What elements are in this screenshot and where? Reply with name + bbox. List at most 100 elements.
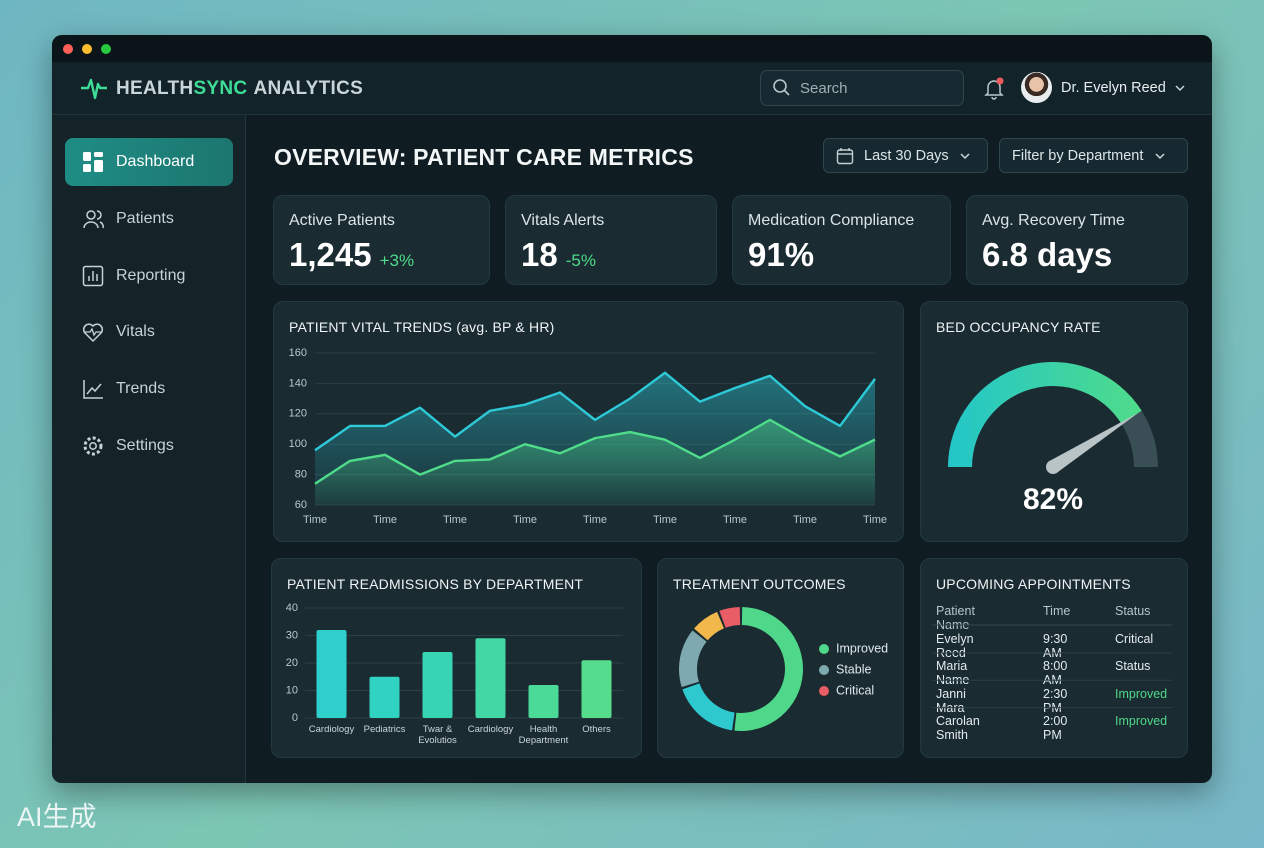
date-filter[interactable]: Last 30 Days (823, 138, 988, 173)
appointments-card: UPCOMING APPOINTMENTS (920, 558, 1188, 758)
bar (316, 630, 347, 718)
nav-label: Dashboard (116, 153, 195, 170)
kpi-label: Vitals Alerts (521, 212, 605, 229)
brand-part: ANALYTICS (253, 78, 364, 99)
filter-label: Filter by Department (1012, 147, 1144, 164)
gauge-hub (1046, 460, 1060, 474)
bar (581, 660, 612, 718)
gauge-needle (1049, 412, 1139, 473)
table-cell: Carolan Smith (936, 713, 980, 742)
header: HEALTHSYNC ANALYTICS Search Dr. Evelyn Re… (52, 62, 1212, 115)
table-cell: 2:30 PM (1043, 686, 1068, 715)
y-tick-label: 160 (289, 347, 307, 359)
logo (81, 78, 107, 100)
nav-label: Patients (116, 210, 174, 227)
legend-swatch (819, 686, 829, 696)
kpi-card: Avg. Recovery Time 6.8 days (966, 195, 1188, 285)
card-title: PATIENT VITAL TRENDS (avg. BP & HR) (289, 319, 555, 335)
kpi-value: 1,245 (289, 236, 372, 273)
x-tick-label: Time (513, 514, 537, 526)
avatar[interactable] (1021, 72, 1052, 103)
y-tick-label: 0 (292, 712, 298, 724)
nav-item[interactable]: Reporting (65, 252, 233, 300)
donut-segment (694, 611, 724, 641)
chevron (960, 152, 970, 159)
title-bar (52, 35, 1212, 62)
search-box[interactable]: Search (760, 70, 964, 106)
nav-label: Trends (116, 380, 166, 397)
gauge-value (948, 362, 1142, 467)
nav-icon (83, 210, 104, 229)
card-title: PATIENT READMISSIONS BY DEPARTMENT (287, 576, 584, 592)
x-tick-label: Time (583, 514, 607, 526)
y-tick-label: 140 (289, 377, 307, 389)
nav-label: Vitals (116, 323, 155, 340)
kpi-change: -5% (565, 251, 596, 270)
kpi-value: 6.8 days (982, 236, 1113, 273)
series-line (314, 418, 876, 485)
kpi-value: 91% (748, 236, 815, 273)
minimize-button[interactable] (82, 44, 92, 54)
page-title: OVERVIEW: PATIENT CARE METRICS (274, 144, 694, 170)
y-tick-label: 120 (289, 408, 307, 420)
nav-icon (82, 323, 104, 343)
close-button[interactable] (63, 44, 73, 54)
watermark: AI生成 (17, 802, 97, 832)
kpi-value: 18 (521, 236, 558, 273)
donut-segment (734, 607, 804, 732)
card-title: TREATMENT OUTCOMES (673, 576, 846, 592)
x-tick-label: Time (303, 514, 327, 526)
kpi-value-row: 1,245 +3% (289, 236, 414, 274)
y-tick-label: 30 (286, 629, 298, 641)
user-menu-chevron[interactable] (1174, 82, 1186, 94)
kpi-card: Medication Compliance 91% (732, 195, 951, 285)
notifications[interactable] (982, 76, 1006, 100)
nav-icon (82, 265, 104, 287)
legend-label: Improved (836, 641, 888, 655)
table-cell: Improved (1115, 686, 1168, 701)
y-tick-label: 40 (286, 602, 298, 614)
nav-item[interactable]: Vitals (65, 308, 233, 356)
kpi-label: Avg. Recovery Time (982, 212, 1125, 229)
x-tick-label: Time (793, 514, 817, 526)
brand: HEALTHSYNC ANALYTICS (116, 78, 363, 100)
maximize-button[interactable] (101, 44, 111, 54)
nav-item[interactable]: Dashboard (65, 138, 233, 186)
user-name[interactable]: Dr. Evelyn Reed (1061, 80, 1166, 96)
table-cell: Status (1115, 659, 1151, 674)
bar (422, 652, 453, 718)
kpi-value-row: 18 -5% (521, 236, 596, 274)
calendar-icon (836, 147, 854, 164)
legend-label: Stable (836, 662, 871, 676)
gauge-value-label: 82% (1023, 483, 1083, 516)
card-title: UPCOMING APPOINTMENTS (936, 576, 1131, 592)
x-tick-label: Cardiology (467, 724, 514, 735)
nav-item[interactable]: Trends (65, 365, 233, 413)
table-cell: 2:00 PM (1043, 713, 1068, 742)
nav-label: Settings (116, 437, 174, 454)
donut-segment (682, 683, 735, 731)
legend-swatch (819, 665, 829, 675)
sidebar: Dashboard Patients Reporting Vitals Tren… (52, 115, 246, 783)
table-cell: Critical (1115, 632, 1154, 646)
bar (528, 685, 559, 718)
series-area (315, 419, 875, 505)
department-filter[interactable]: Filter by Department (999, 138, 1188, 173)
y-tick-label: 100 (289, 438, 307, 450)
brand-part: SYNC (193, 78, 248, 99)
kpi-change: +3% (379, 251, 415, 270)
nav-item[interactable]: Settings (65, 422, 233, 470)
chevron (1155, 152, 1165, 159)
y-tick-label: 10 (286, 684, 298, 696)
kpi-label: Medication Compliance (748, 212, 915, 229)
nav-item[interactable]: Patients (65, 195, 233, 243)
x-tick-label: Time (443, 514, 467, 526)
brand-part: HEALTH (116, 78, 194, 99)
x-tick-label: Pediatrics (363, 724, 406, 735)
x-tick-label: Time (373, 514, 397, 526)
x-tick-label: Cardiology (308, 724, 355, 735)
bar (475, 638, 506, 718)
legend-swatch (819, 644, 829, 654)
